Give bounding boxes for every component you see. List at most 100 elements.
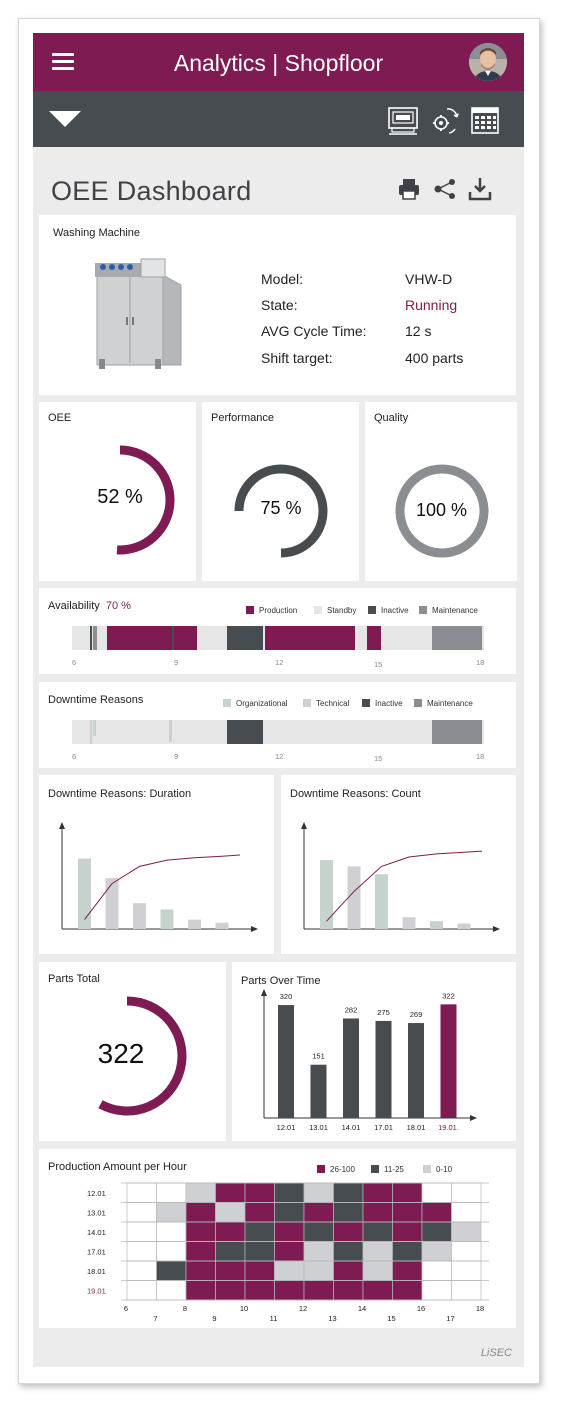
- heatmap-cell: [274, 1202, 305, 1223]
- axis-arrow: [251, 926, 258, 932]
- sync-gear-icon[interactable]: [429, 104, 461, 136]
- count-pareto-chart: [301, 822, 500, 932]
- user-avatar[interactable]: [469, 43, 507, 81]
- bar: [347, 866, 361, 929]
- row-label: 17.01: [87, 1248, 106, 1257]
- heatmap-cell: [126, 1280, 157, 1301]
- bar: [430, 921, 443, 929]
- row-label: 12.01: [87, 1189, 106, 1198]
- bar: [375, 1020, 392, 1118]
- legend-organizational: Organizational: [223, 699, 288, 708]
- tick: 18: [476, 752, 485, 761]
- duration-pareto-chart: [59, 822, 258, 932]
- download-icon[interactable]: [468, 177, 492, 201]
- legend-standby: Standby: [314, 606, 356, 615]
- column-label: 17: [446, 1314, 454, 1323]
- heatmap-cell: [333, 1241, 364, 1262]
- heatmap-cell: [215, 1221, 246, 1242]
- heatmap-cell: [362, 1221, 393, 1242]
- production-heatmap: 12.01 13.01 14.01 17.01 18.01 19.01 6 7 8 9 10 11 12…: [87, 1182, 489, 1323]
- availability-timeline: [72, 626, 484, 650]
- heatmap-cell: [156, 1260, 187, 1281]
- heatmap-cell: [244, 1202, 275, 1223]
- tick: 6: [72, 752, 77, 761]
- column-label: 12: [299, 1304, 307, 1313]
- heatmap-cell: [333, 1221, 364, 1242]
- share-icon[interactable]: [433, 177, 457, 201]
- machine-icon[interactable]: [387, 104, 419, 136]
- card-title: Downtime Reasons: Duration: [48, 788, 192, 800]
- performance-gauge: [234, 464, 328, 558]
- oee-gauge: [116, 445, 175, 555]
- heatmap-cell: [185, 1221, 216, 1242]
- heatmap-cell: [421, 1182, 452, 1203]
- legend-medium: 11-25: [371, 1165, 404, 1174]
- heatmap-cell: [392, 1221, 423, 1242]
- legend-production: Production: [246, 606, 297, 615]
- bar: [105, 878, 119, 929]
- category-label: 13.01: [309, 1123, 328, 1132]
- card-title: OEE: [48, 412, 72, 424]
- column-label: 14: [358, 1304, 366, 1313]
- column-label: 15: [387, 1314, 395, 1323]
- legend-high: 26-100: [317, 1165, 355, 1174]
- row-label: 13.01: [87, 1209, 106, 1218]
- spec-label-state: State:: [261, 297, 298, 313]
- heatmap-cell: [451, 1260, 482, 1281]
- heatmap-cell: [362, 1280, 393, 1301]
- heatmap-cell: [215, 1182, 246, 1203]
- print-icon[interactable]: [397, 177, 421, 201]
- heatmap-cell: [244, 1260, 275, 1281]
- heatmap-cell: [215, 1202, 246, 1223]
- bar: [78, 858, 91, 929]
- heatmap-card: Production Amount per Hour 26-100 11-25 …: [39, 1149, 516, 1328]
- bar: [440, 1004, 457, 1118]
- heatmap-cell: [392, 1260, 423, 1281]
- category-label: 14.01: [342, 1123, 361, 1132]
- heatmap-cell: [303, 1280, 334, 1301]
- bar: [320, 860, 333, 929]
- heatmap-cell: [333, 1260, 364, 1281]
- heatmap-cell: [362, 1202, 393, 1223]
- heatmap-cell: [274, 1221, 305, 1242]
- heatmap-cell: [392, 1182, 423, 1203]
- app-screen: Analytics | Shopfloor: [33, 33, 524, 1367]
- parts-total-value: 322: [97, 1038, 145, 1069]
- heatmap-cell: [215, 1280, 246, 1301]
- heatmap-cell: [185, 1182, 216, 1203]
- row-label: 18.01: [87, 1267, 106, 1276]
- column-label: 7: [153, 1314, 157, 1323]
- heatmap-cell: [451, 1241, 482, 1262]
- hamburger-menu-icon[interactable]: [52, 53, 74, 71]
- bar-value-label: 151: [312, 1052, 325, 1061]
- bar: [215, 922, 229, 929]
- card-title: Availability 70 %: [48, 600, 131, 612]
- heatmap-cell: [126, 1241, 157, 1262]
- heatmap-cell: [362, 1241, 393, 1262]
- tick: 12: [275, 752, 284, 761]
- performance-value: 75 %: [260, 498, 302, 518]
- cumulative-line: [326, 850, 483, 922]
- oee-value: 52 %: [97, 486, 143, 508]
- heatmap-cell: [274, 1241, 305, 1262]
- heatmap-cell: [244, 1221, 275, 1242]
- calendar-icon[interactable]: [469, 104, 501, 136]
- card-title: Parts Total: [48, 973, 100, 985]
- parts-total-card: Parts Total 322: [39, 962, 226, 1141]
- category-label: 19.01.: [438, 1123, 459, 1132]
- tick: 15: [374, 660, 383, 669]
- heatmap-cell: [303, 1221, 334, 1242]
- column-label: 18: [476, 1304, 484, 1313]
- downtime-timeline: [72, 720, 484, 744]
- heatmap-cell: [244, 1182, 275, 1203]
- bar: [408, 1023, 424, 1118]
- column-label: 8: [183, 1304, 187, 1313]
- bar: [278, 1005, 294, 1118]
- duration-chart-card: Downtime Reasons: Duration: [39, 775, 274, 954]
- axis-arrow: [59, 822, 65, 829]
- axis-arrow: [301, 822, 307, 829]
- app-title: Analytics | Shopfloor: [173, 50, 384, 76]
- spec-value-target: 400 parts: [405, 350, 464, 366]
- dropdown-arrow-icon[interactable]: [49, 111, 81, 129]
- tick: 15: [374, 754, 383, 763]
